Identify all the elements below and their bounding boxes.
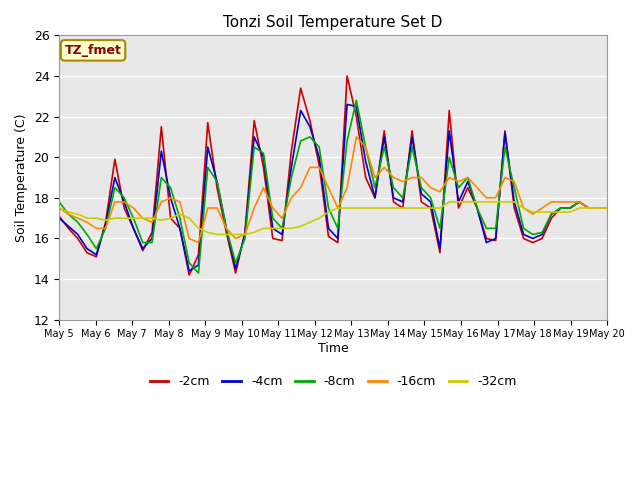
-4cm — [55, 216, 63, 221]
-4cm — [241, 231, 249, 237]
-4cm — [604, 205, 611, 211]
-16cm — [241, 231, 249, 237]
-2cm — [148, 229, 156, 235]
Text: TZ_fmet: TZ_fmet — [65, 44, 122, 57]
-2cm — [223, 229, 230, 235]
-16cm — [223, 226, 230, 231]
-2cm — [604, 205, 611, 211]
-4cm — [343, 102, 351, 108]
Y-axis label: Soil Temperature (C): Soil Temperature (C) — [15, 113, 28, 242]
-32cm — [445, 199, 453, 205]
-4cm — [223, 226, 230, 231]
-32cm — [241, 231, 249, 237]
-16cm — [604, 205, 611, 211]
-2cm — [186, 272, 193, 278]
-4cm — [186, 268, 193, 274]
-32cm — [148, 216, 156, 221]
-8cm — [204, 165, 212, 170]
-32cm — [604, 205, 611, 211]
-4cm — [148, 236, 156, 241]
-2cm — [250, 118, 258, 123]
Line: -2cm: -2cm — [59, 76, 607, 275]
-8cm — [353, 97, 360, 103]
Line: -16cm: -16cm — [59, 137, 607, 242]
-8cm — [148, 240, 156, 245]
X-axis label: Time: Time — [318, 342, 349, 355]
-4cm — [204, 144, 212, 150]
-8cm — [223, 226, 230, 231]
-2cm — [204, 120, 212, 126]
-2cm — [343, 73, 351, 79]
-32cm — [55, 205, 63, 211]
-16cm — [148, 219, 156, 225]
-8cm — [417, 185, 425, 191]
-16cm — [204, 205, 212, 211]
-8cm — [55, 199, 63, 205]
-4cm — [250, 134, 258, 140]
-16cm — [353, 134, 360, 140]
-8cm — [604, 205, 611, 211]
-16cm — [55, 205, 63, 211]
Title: Tonzi Soil Temperature Set D: Tonzi Soil Temperature Set D — [223, 15, 443, 30]
-32cm — [213, 231, 221, 237]
-32cm — [408, 205, 416, 211]
-2cm — [241, 229, 249, 235]
-16cm — [250, 205, 258, 211]
Line: -32cm: -32cm — [59, 202, 607, 234]
-8cm — [250, 144, 258, 150]
-32cm — [250, 229, 258, 235]
-32cm — [195, 226, 202, 231]
Legend: -2cm, -4cm, -8cm, -16cm, -32cm: -2cm, -4cm, -8cm, -16cm, -32cm — [145, 370, 522, 393]
-8cm — [241, 236, 249, 241]
-8cm — [195, 270, 202, 276]
-2cm — [417, 199, 425, 205]
-32cm — [223, 231, 230, 237]
-16cm — [195, 240, 202, 245]
-2cm — [55, 213, 63, 219]
Line: -4cm: -4cm — [59, 105, 607, 271]
-16cm — [417, 175, 425, 180]
-4cm — [417, 191, 425, 197]
Line: -8cm: -8cm — [59, 100, 607, 273]
